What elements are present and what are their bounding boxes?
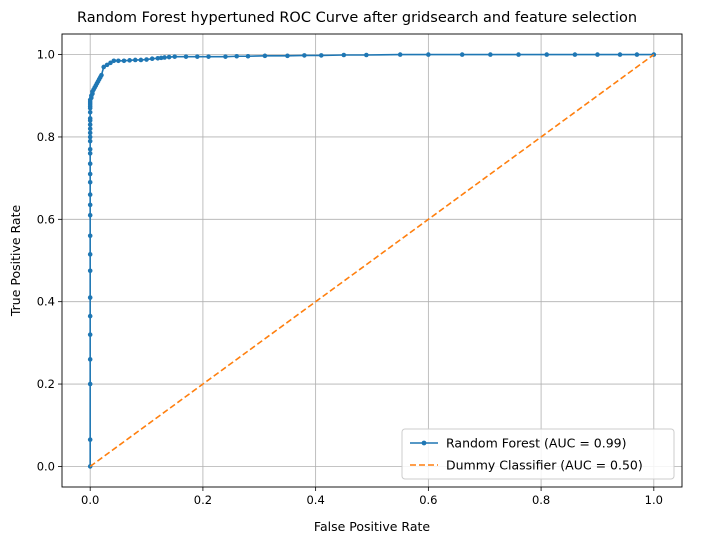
data-point	[87, 130, 93, 136]
data-point	[166, 54, 172, 60]
data-point	[617, 52, 623, 57]
data-point	[87, 332, 93, 337]
y-tick-label: 0.2	[37, 377, 55, 391]
data-point	[121, 58, 127, 64]
data-point	[544, 52, 550, 57]
data-point	[87, 171, 93, 177]
data-point	[595, 52, 600, 57]
y-tick-label: 0.8	[37, 130, 55, 144]
legend: Random Forest (AUC = 0.99) Dummy Classifi…	[401, 428, 675, 480]
y-tick-label: 0.6	[37, 212, 55, 226]
data-point	[302, 53, 307, 58]
data-point	[99, 72, 104, 78]
data-point	[87, 161, 93, 167]
data-point	[87, 126, 93, 132]
x-tick-label: 0.8	[532, 493, 550, 507]
data-point	[144, 57, 149, 62]
data-point	[459, 52, 465, 57]
data-point	[634, 52, 640, 57]
data-point	[87, 212, 93, 218]
data-point	[87, 179, 93, 185]
data-point	[87, 268, 93, 274]
data-point	[397, 52, 403, 57]
data-point	[87, 357, 93, 362]
data-point	[87, 134, 93, 140]
data-point	[127, 58, 132, 63]
data-point	[138, 57, 144, 63]
data-point	[318, 53, 324, 58]
chart-title: Random Forest hypertuned ROC Curve after…	[77, 10, 637, 26]
series-line-1	[89, 53, 655, 468]
x-tick-label: 0.2	[194, 493, 212, 507]
legend-entry-1: Dummy Classifier (AUC = 0.50)	[446, 458, 643, 473]
data-point	[116, 58, 121, 64]
data-point	[158, 55, 164, 61]
data-point	[206, 54, 211, 59]
data-point	[155, 55, 161, 61]
data-point	[341, 52, 347, 58]
data-point	[87, 116, 93, 121]
data-point	[87, 138, 93, 144]
data-point	[245, 53, 251, 59]
data-point	[194, 54, 200, 59]
data-point	[108, 60, 113, 66]
x-tick-label: 0.6	[419, 493, 437, 507]
data-point	[87, 151, 93, 156]
y-tick-label: 0.0	[37, 459, 55, 473]
data-point	[87, 109, 93, 115]
data-point	[223, 54, 228, 59]
data-point	[516, 52, 521, 57]
x-tick-label: 0.4	[306, 493, 324, 507]
legend-box	[401, 428, 675, 480]
x-tick-label: 1.0	[645, 493, 663, 507]
x-axis-ticks: 0.0 0.2 0.4 0.6 0.8 1.0	[81, 487, 663, 507]
x-axis-label: False Positive Rate	[314, 519, 430, 534]
data-point	[285, 53, 290, 59]
series-layer	[87, 52, 657, 469]
data-point	[111, 58, 117, 64]
grid-lines	[62, 34, 682, 487]
data-point	[87, 313, 93, 319]
data-point	[183, 54, 189, 59]
data-point	[104, 62, 110, 68]
data-point	[87, 295, 93, 300]
data-point	[87, 233, 93, 239]
y-axis-label: True Positive Rate	[8, 205, 23, 318]
data-point	[101, 64, 107, 70]
data-point	[172, 54, 178, 59]
legend-entry-0: Random Forest (AUC = 0.99)	[446, 436, 627, 451]
data-point	[488, 52, 493, 57]
data-point	[364, 52, 369, 58]
data-point	[87, 437, 93, 442]
y-tick-label: 1.0	[37, 48, 55, 62]
data-point	[572, 52, 578, 57]
data-point	[234, 53, 240, 59]
data-point	[87, 252, 93, 257]
data-point	[262, 53, 268, 59]
plot-frame	[61, 33, 683, 488]
data-point	[132, 57, 138, 63]
legend-marker-0	[421, 440, 427, 446]
y-tick-label: 0.4	[37, 295, 55, 309]
data-point	[87, 202, 93, 208]
data-point	[87, 381, 93, 387]
x-tick-label: 0.0	[81, 493, 99, 507]
data-point	[87, 192, 93, 197]
data-point	[426, 52, 431, 57]
data-point	[162, 55, 167, 60]
y-axis-ticks: 0.0 0.2 0.4 0.6 0.8 1.0	[37, 48, 62, 473]
data-point	[87, 122, 93, 127]
data-point	[149, 56, 155, 62]
data-point	[87, 147, 93, 152]
